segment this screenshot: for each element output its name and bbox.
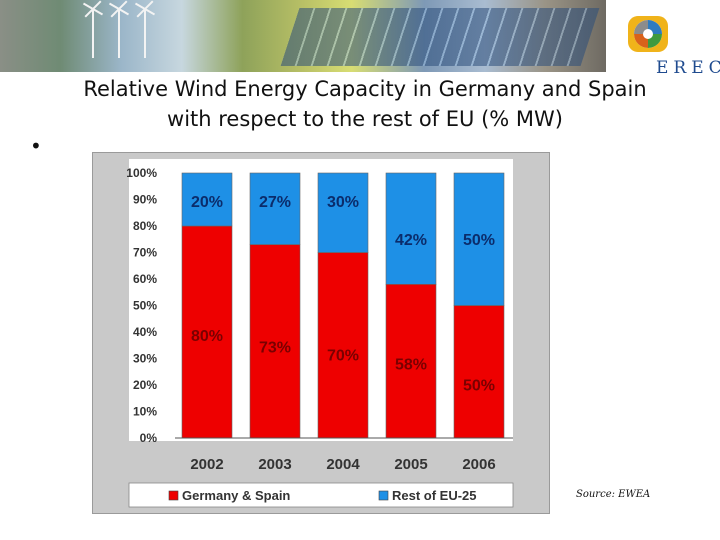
chart-canvas: 0% 10% 20% 30% 40% 50% 60% 70% 80% 90% 100% 80% 20%… bbox=[126, 159, 514, 508]
bar-segment bbox=[453, 172, 505, 306]
bar-segment bbox=[181, 172, 233, 227]
data-label: 73% bbox=[259, 340, 291, 357]
legend-swatch bbox=[168, 490, 179, 501]
data-label: 50% bbox=[463, 378, 495, 395]
x-tick-label: 2004 bbox=[326, 456, 360, 473]
data-label: 20% bbox=[191, 194, 223, 211]
legend-swatch bbox=[378, 490, 389, 501]
legend-label: Rest of EU-25 bbox=[392, 488, 477, 503]
data-label: 70% bbox=[327, 348, 359, 365]
erec-logo-icon bbox=[628, 16, 668, 52]
y-axis: 0% 10% 20% 30% 40% 50% 60% 70% 80% 90% 100% bbox=[126, 166, 157, 445]
data-label: 30% bbox=[327, 194, 359, 211]
data-label: 42% bbox=[395, 232, 427, 249]
x-tick-label: 2006 bbox=[462, 456, 495, 473]
y-tick-label: 50% bbox=[133, 299, 157, 313]
y-tick-label: 20% bbox=[133, 378, 157, 392]
y-tick-label: 60% bbox=[133, 272, 157, 286]
wind-turbine-icon bbox=[144, 10, 146, 58]
y-tick-label: 90% bbox=[133, 193, 157, 207]
bar-segment bbox=[385, 172, 437, 285]
stacked-bar-chart: 0% 10% 20% 30% 40% 50% 60% 70% 80% 90% 100% 80% 20%… bbox=[92, 152, 550, 514]
y-tick-label: 70% bbox=[133, 246, 157, 260]
data-label: 27% bbox=[259, 194, 291, 211]
y-tick-label: 80% bbox=[133, 219, 157, 233]
y-tick-label: 40% bbox=[133, 325, 157, 339]
bars-group: 80% 20% 73% 27% 70% 30% 58% 42% 50% 50% bbox=[181, 172, 505, 439]
erec-logo-text: EREC bbox=[656, 58, 720, 78]
x-tick-label: 2002 bbox=[190, 456, 223, 473]
header-banner-image bbox=[0, 0, 606, 72]
data-label: 58% bbox=[395, 356, 427, 373]
wind-turbine-icon bbox=[92, 10, 94, 58]
slide-title: Relative Wind Energy Capacity in Germany… bbox=[40, 74, 690, 134]
title-line-2: with respect to the rest of EU (% MW) bbox=[167, 107, 563, 131]
solar-panels-graphic bbox=[280, 8, 600, 66]
x-tick-label: 2003 bbox=[258, 456, 291, 473]
wind-turbine-icon bbox=[118, 10, 120, 58]
y-tick-label: 10% bbox=[133, 405, 157, 419]
legend-box bbox=[128, 482, 514, 508]
y-tick-label: 100% bbox=[126, 166, 157, 180]
bar-segment bbox=[453, 305, 505, 439]
x-axis: 2002 2003 2004 2005 2006 bbox=[175, 437, 513, 473]
bar-segment bbox=[317, 172, 369, 253]
bullet-point: • bbox=[30, 134, 42, 158]
bar-segment bbox=[249, 172, 301, 245]
source-note: Source: EWEA bbox=[576, 489, 651, 500]
y-tick-label: 30% bbox=[133, 352, 157, 366]
title-line-1: Relative Wind Energy Capacity in Germany… bbox=[83, 77, 647, 101]
data-label: 50% bbox=[463, 232, 495, 249]
bar-segment bbox=[385, 284, 437, 439]
legend-label: Germany & Spain bbox=[182, 488, 290, 503]
data-label: 80% bbox=[191, 328, 223, 345]
bar-segment bbox=[317, 252, 369, 439]
chart-legend: Germany & Spain Rest of EU-25 bbox=[128, 482, 514, 508]
y-tick-label: 0% bbox=[140, 431, 158, 445]
x-tick-label: 2005 bbox=[394, 456, 427, 473]
